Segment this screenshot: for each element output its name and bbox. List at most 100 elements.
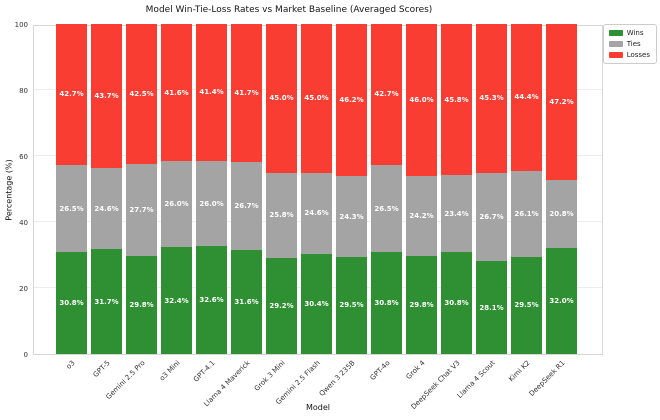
bar-value-label: 31.7%	[94, 297, 119, 306]
bar-value-label: 26.0%	[164, 200, 189, 209]
bar-segment-ties: 26.5%	[56, 164, 87, 253]
bar-value-label: 28.1%	[479, 303, 504, 312]
bar-segment-ties: 26.0%	[196, 160, 227, 247]
bar-segment-ties: 26.7%	[231, 161, 262, 250]
bar-segment-wins: 28.1%	[476, 261, 507, 354]
bar-value-label: 29.5%	[339, 301, 364, 310]
bar-value-label: 29.5%	[514, 301, 539, 310]
bar-segment-wins: 32.0%	[546, 248, 577, 354]
bar-segment-wins: 29.5%	[336, 256, 367, 354]
y-tick-label: 40	[19, 219, 28, 227]
bar: 32.4% 26.0% 41.6%	[161, 24, 192, 354]
bar-value-label: 42.7%	[59, 90, 84, 99]
bar-value-label: 46.0%	[409, 95, 434, 104]
bar-value-label: 44.4%	[514, 93, 539, 102]
bar: 31.7% 24.6% 43.7%	[91, 24, 122, 354]
bar-segment-ties: 24.3%	[336, 176, 367, 257]
y-tick-label: 0	[23, 351, 28, 359]
bar-segment-losses: 45.0%	[301, 24, 332, 173]
bar-segment-losses: 45.0%	[266, 24, 297, 173]
bar: 32.0% 20.8% 47.2%	[546, 24, 577, 354]
bar-value-label: 26.7%	[479, 213, 504, 222]
bar-value-label: 29.8%	[129, 300, 154, 309]
bar-segment-wins: 30.4%	[301, 253, 332, 354]
bar-value-label: 29.2%	[269, 301, 294, 310]
legend-swatch-losses	[608, 52, 623, 58]
bar: 29.2% 25.8% 45.0%	[266, 24, 297, 354]
legend-swatch-ties	[608, 41, 623, 47]
bar-segment-ties: 24.2%	[406, 175, 437, 256]
bar-segment-losses: 43.7%	[91, 24, 122, 169]
y-tick-label: 60	[19, 153, 28, 161]
legend-item: Losses	[608, 51, 650, 59]
bar-value-label: 45.0%	[269, 94, 294, 103]
legend-item: Ties	[608, 40, 650, 48]
bar-segment-losses: 45.3%	[476, 23, 507, 174]
bar-segment-losses: 41.7%	[231, 24, 262, 162]
bar-value-label: 26.5%	[374, 204, 399, 213]
chart-title: Model Win-Tie-Loss Rates vs Market Basel…	[145, 5, 433, 15]
bar-value-label: 23.4%	[444, 209, 469, 218]
bar-value-label: 45.8%	[444, 95, 469, 104]
bar-segment-wins: 30.8%	[371, 252, 402, 354]
bar-value-label: 47.2%	[549, 97, 574, 106]
bar-value-label: 43.7%	[94, 92, 119, 101]
bar-segment-losses: 47.2%	[546, 24, 577, 180]
bar-segment-wins: 29.8%	[126, 255, 157, 354]
bar-value-label: 24.6%	[304, 209, 329, 218]
bar-segment-losses: 46.0%	[406, 24, 437, 176]
bar-segment-ties: 24.6%	[91, 168, 122, 250]
bar-segment-losses: 42.7%	[56, 24, 87, 165]
bar-segment-losses: 41.4%	[196, 24, 227, 161]
bar: 29.8% 27.7% 42.5%	[126, 24, 157, 354]
bar-value-label: 30.8%	[59, 299, 84, 308]
bar: 29.5% 26.1% 44.4%	[511, 24, 542, 354]
bar-value-label: 27.7%	[129, 205, 154, 214]
legend-label: Losses	[626, 51, 650, 59]
y-tick-label: 80	[19, 87, 28, 95]
bar-segment-losses: 45.8%	[441, 24, 472, 176]
bar-segment-wins: 31.7%	[91, 249, 122, 354]
bar: 29.5% 24.3% 46.2%	[336, 24, 367, 354]
bar-value-label: 24.3%	[339, 212, 364, 221]
legend-swatch-wins	[608, 30, 623, 36]
bar-segment-ties: 26.0%	[161, 161, 192, 248]
bar-value-label: 32.4%	[164, 296, 189, 305]
bar-value-label: 31.6%	[234, 297, 259, 306]
bar-segment-losses: 46.2%	[336, 24, 367, 177]
bar-value-label: 30.8%	[444, 299, 469, 308]
bar-value-label: 30.4%	[304, 299, 329, 308]
bar-value-label: 30.8%	[374, 299, 399, 308]
plot-area: 30.8% 26.5% 42.7% 31.7% 24.6% 43.7% 29.8% 27.7%…	[33, 23, 603, 355]
bar-value-label: 29.8%	[409, 300, 434, 309]
bar-value-label: 46.2%	[339, 96, 364, 105]
bar-value-label: 41.6%	[164, 88, 189, 97]
bar-value-label: 42.5%	[129, 90, 154, 99]
bar: 30.8% 26.5% 42.7%	[56, 24, 87, 354]
legend: Wins Ties Losses	[602, 24, 657, 64]
bar-segment-ties: 23.4%	[441, 175, 472, 253]
bar-value-label: 32.6%	[199, 296, 224, 305]
bar-segment-ties: 26.1%	[511, 170, 542, 257]
bar-value-label: 20.8%	[549, 210, 574, 219]
bar: 30.8% 26.5% 42.7%	[371, 24, 402, 354]
bar-segment-wins: 31.6%	[231, 249, 262, 354]
x-axis-label: Model	[305, 403, 331, 412]
bar-segment-ties: 25.8%	[266, 172, 297, 258]
bar-segment-ties: 24.6%	[301, 172, 332, 254]
bar-segment-wins: 32.6%	[196, 246, 227, 354]
bar-value-label: 32.0%	[549, 297, 574, 306]
y-tick-label: 100	[14, 21, 28, 29]
bar-value-label: 24.2%	[409, 211, 434, 220]
legend-label: Wins	[626, 29, 644, 37]
bar-segment-wins: 29.8%	[406, 255, 437, 354]
bar-segment-ties: 26.5%	[371, 164, 402, 253]
bar-segment-wins: 29.5%	[511, 256, 542, 354]
bar-segment-losses: 41.6%	[161, 24, 192, 162]
bar-segment-losses: 44.4%	[511, 24, 542, 171]
legend-label: Ties	[626, 40, 641, 48]
bar-value-label: 26.5%	[59, 204, 84, 213]
bar-value-label: 42.7%	[374, 90, 399, 99]
bar-segment-wins: 32.4%	[161, 247, 192, 354]
